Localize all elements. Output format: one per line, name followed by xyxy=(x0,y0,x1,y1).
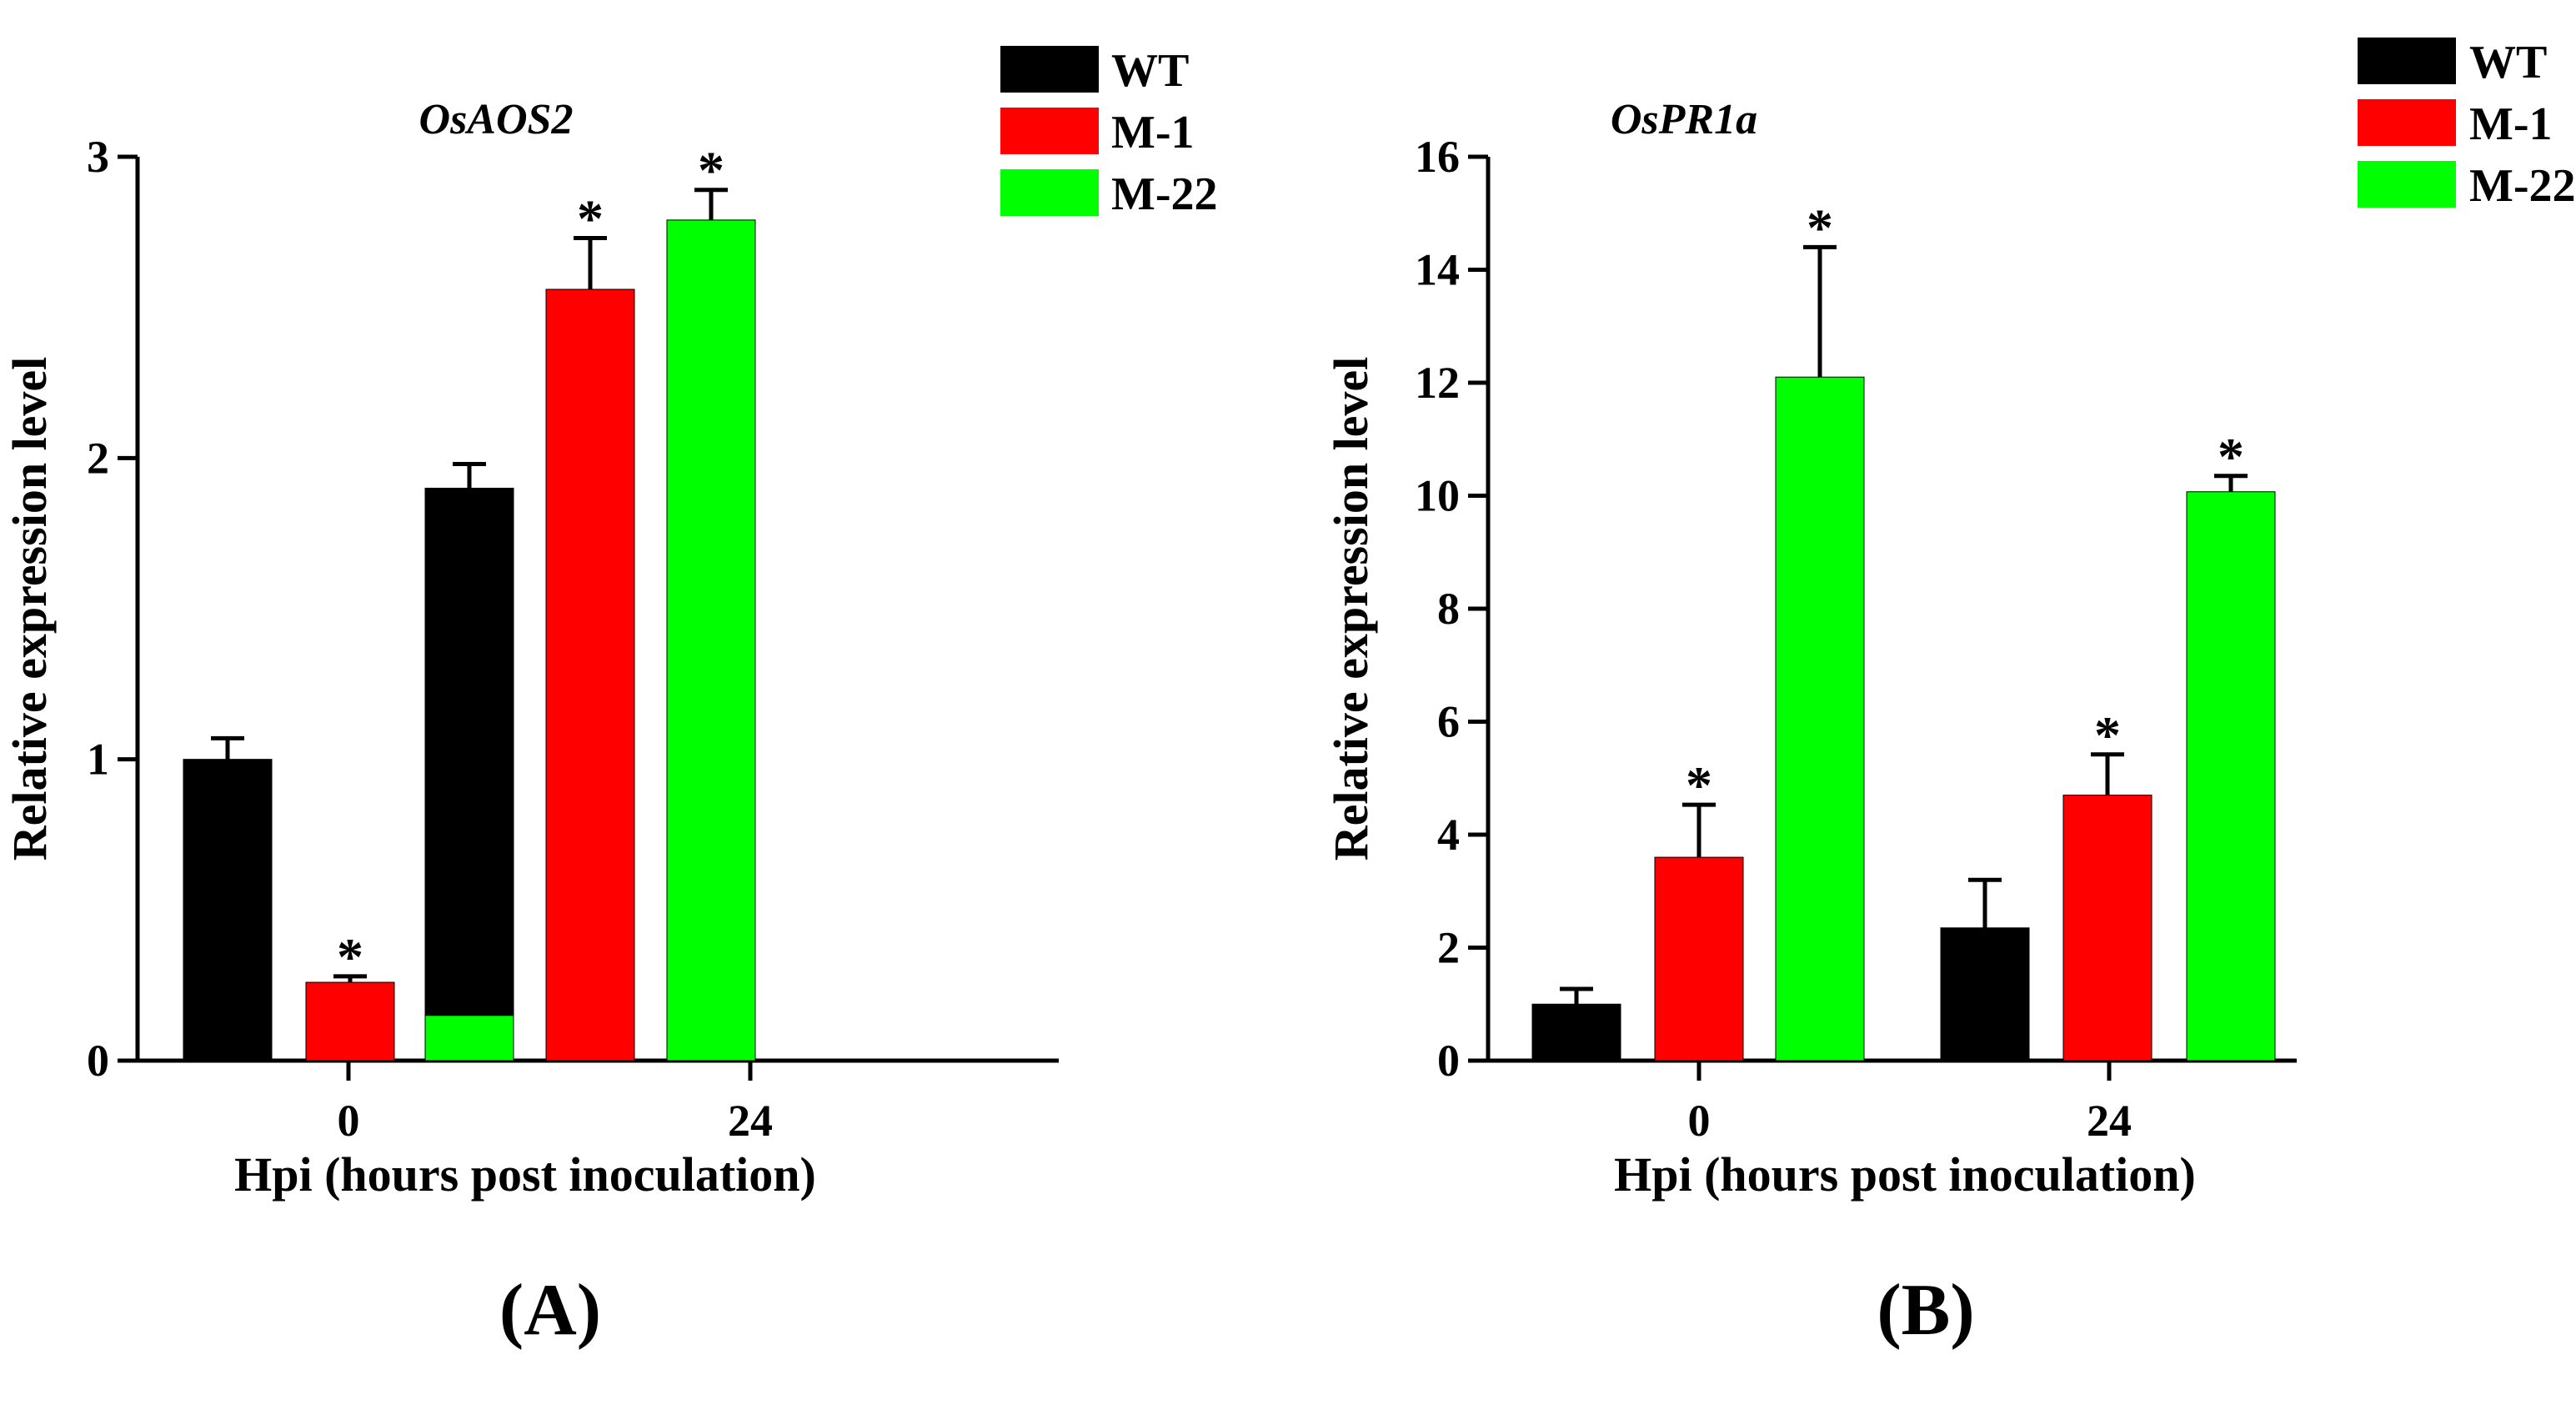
panel-b-y-axis-label: Relative expression level xyxy=(1324,357,1378,861)
panel-a-x-tick-label: 0 xyxy=(338,1096,360,1146)
panel-b-y-tick-label: 4 xyxy=(1437,810,1460,860)
panel-a-y-tick-label: 2 xyxy=(87,433,109,483)
panel-b-bar xyxy=(1654,856,1744,1061)
panel-a-significance-marker: * xyxy=(698,141,724,200)
panel-b-y-tick-label: 0 xyxy=(1437,1036,1460,1086)
panel-b-legend-label: M-22 xyxy=(2469,160,2576,212)
panel-a-bar xyxy=(183,759,273,1061)
panel-a-bar xyxy=(305,981,395,1061)
panel-a-significance-marker: * xyxy=(456,961,483,1020)
panel-b-bar xyxy=(1775,376,1865,1061)
panel-a-y-axis-label: Relative expression level xyxy=(3,357,57,861)
panel-b-legend-swatch xyxy=(2358,161,2456,208)
panel-b-x-tick-label: 24 xyxy=(2087,1096,2132,1146)
panel-b-panel-label: (B) xyxy=(1877,1270,1974,1351)
panel-b-y-tick-label: 16 xyxy=(1415,132,1460,182)
panel-a-legend-swatch xyxy=(1000,108,1099,154)
panel-b-y-tick-label: 12 xyxy=(1415,358,1460,408)
panel-a-x-axis-label: Hpi (hours post inoculation) xyxy=(234,1147,816,1202)
panel-b-bar xyxy=(2062,795,2153,1061)
panel-b-bar xyxy=(1531,1003,1621,1061)
panel-a-significance-marker: * xyxy=(337,927,363,986)
panel-a-legend-swatch xyxy=(1000,169,1099,216)
panel-b-legend-swatch xyxy=(2358,38,2456,84)
panel-b-legend-label: M-1 xyxy=(2469,98,2553,150)
panel-b-y-tick-label: 10 xyxy=(1415,471,1460,521)
panel-a-x-tick-label: 24 xyxy=(728,1096,773,1146)
panel-b-x-axis-label: Hpi (hours post inoculation) xyxy=(1614,1147,2196,1202)
panel-b-bar xyxy=(2186,491,2276,1061)
panel-b-y-tick-label: 8 xyxy=(1437,584,1460,634)
panel-a-panel-label: (A) xyxy=(499,1270,601,1351)
panel-a-legend-label: M-22 xyxy=(1111,168,1218,220)
panel-b-legend-label: WT xyxy=(2469,37,2547,88)
panel-a-bar xyxy=(424,487,514,1061)
panel-a-y-tick-label: 3 xyxy=(87,132,109,182)
panel-b-significance-marker: * xyxy=(2094,705,2121,765)
panel-b-legend-swatch xyxy=(2358,99,2456,146)
panel-b-significance-marker: * xyxy=(1807,198,1833,257)
panel-a-y-tick-label: 0 xyxy=(87,1036,109,1086)
panel-b-bar xyxy=(1940,927,2030,1061)
panel-a-y-tick-label: 1 xyxy=(87,735,109,785)
panel-b-x-tick-label: 0 xyxy=(1688,1096,1711,1146)
panel-a-legend-label: M-1 xyxy=(1111,107,1195,158)
panel-a-legend-label: WT xyxy=(1111,45,1189,97)
panel-b-y-tick-label: 6 xyxy=(1437,697,1460,747)
panel-b-significance-marker: * xyxy=(1686,755,1712,815)
panel-a-legend-swatch xyxy=(1000,46,1099,93)
panel-b-y-tick-label: 2 xyxy=(1437,923,1460,973)
panel-a-bar xyxy=(545,289,635,1061)
panel-a-significance-marker: * xyxy=(577,189,604,248)
panel-b-y-tick-label: 14 xyxy=(1415,245,1460,295)
panel-b-significance-marker: * xyxy=(2218,427,2244,486)
panel-a-title: OsAOS2 xyxy=(419,96,574,143)
panel-a-bar xyxy=(424,1015,514,1061)
panel-a-bar xyxy=(666,219,756,1061)
panel-b-title: OsPR1a xyxy=(1611,96,1757,143)
